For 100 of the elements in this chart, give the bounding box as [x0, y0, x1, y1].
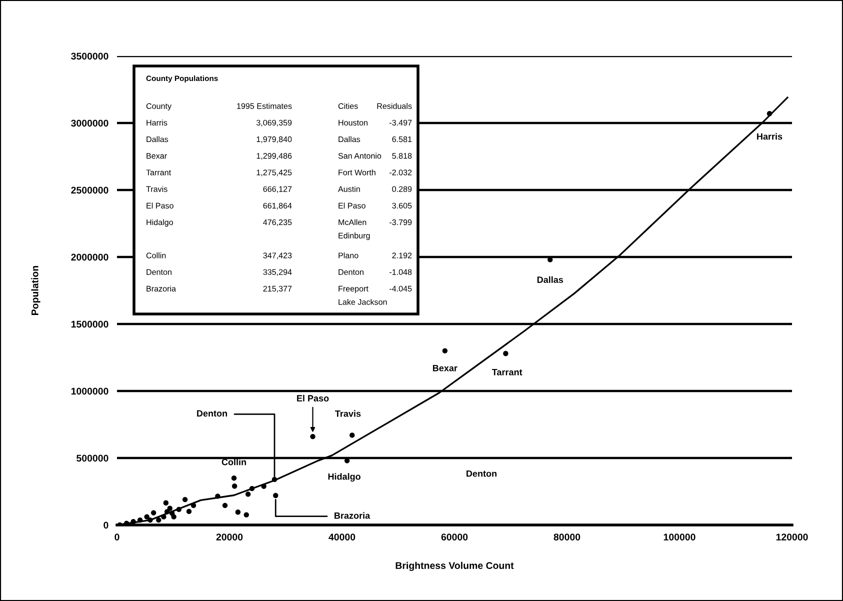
annotation: Hidalgo — [146, 219, 173, 227]
point — [144, 514, 150, 520]
x-axis-title: Brightness Volume Count — [396, 562, 514, 571]
annotation: 1,979,840 — [256, 136, 292, 144]
annotation: El Paso — [297, 394, 329, 402]
annotation: Collin — [146, 252, 166, 258]
annotation: Bexar — [146, 153, 167, 159]
point — [170, 510, 175, 516]
point — [167, 506, 172, 511]
annotation: 1995 Estimates — [237, 103, 292, 109]
annotation: El Paso — [146, 202, 174, 209]
y-tick-label: 2000000 — [71, 254, 108, 261]
x-tick-label: 60000 — [441, 534, 468, 540]
annotation: 666,127 — [263, 186, 292, 193]
annotation: Brazoria — [334, 512, 370, 519]
annotation: Bexar — [432, 364, 458, 372]
annotation: -4.045 — [390, 286, 412, 292]
point — [163, 500, 169, 506]
point — [310, 434, 316, 440]
point — [442, 348, 448, 354]
annotation: San Antonio — [338, 152, 382, 159]
annotation: Tarrant — [492, 369, 522, 376]
annotation: -1.048 — [390, 269, 412, 275]
point — [232, 484, 238, 489]
x-tick-label: 80000 — [554, 534, 580, 540]
y-tick-label: 0 — [104, 522, 108, 529]
point — [137, 517, 143, 523]
point — [272, 476, 278, 482]
y-tick-label: 1000000 — [71, 388, 108, 395]
annotation: 1,299,486 — [256, 153, 292, 160]
annotation: 476,235 — [263, 219, 292, 226]
point — [156, 517, 162, 523]
point — [190, 502, 196, 508]
annotation: Houston — [338, 120, 368, 126]
annotation: Denton — [197, 410, 227, 417]
annotation: Harris — [757, 133, 782, 140]
point — [150, 510, 156, 516]
annotation: 3,069,359 — [256, 120, 292, 126]
point — [766, 111, 772, 116]
annotation: El Paso — [338, 202, 366, 209]
point — [215, 494, 220, 499]
annotation: Residuals — [377, 103, 412, 109]
point — [176, 506, 182, 512]
annotation: 6.581 — [392, 136, 412, 142]
point — [148, 517, 153, 523]
point — [245, 492, 251, 497]
annotation: Harris — [146, 120, 168, 126]
annotation: Collin — [222, 458, 246, 466]
point — [235, 510, 241, 515]
annotation: -3.799 — [390, 219, 412, 226]
annotation: Dallas — [146, 136, 168, 142]
annotation: 347,423 — [263, 252, 292, 260]
annotation: 0.289 — [392, 186, 412, 192]
x-tick-label: 120000 — [776, 534, 808, 540]
annotation: McAllen Edinburg — [338, 219, 370, 240]
annotation: 3.605 — [392, 202, 412, 209]
point — [249, 486, 255, 492]
annotation: -3.497 — [390, 120, 412, 126]
annotation: Denton — [146, 269, 172, 275]
y-tick-label: 2500000 — [71, 186, 108, 194]
annotation: County — [146, 103, 172, 111]
point — [182, 496, 188, 502]
annotation: Hidalgo — [328, 473, 360, 482]
annotation: Denton — [338, 269, 364, 275]
annotation: Plano — [338, 252, 358, 258]
point — [244, 512, 249, 518]
annotation: 661,864 — [263, 202, 292, 210]
point — [186, 508, 192, 514]
annotation: -2.032 — [390, 170, 412, 176]
y-tick-label: 1500000 — [71, 320, 108, 328]
point — [130, 519, 136, 524]
annotation: Tarrant — [146, 170, 172, 176]
annotation: Denton — [466, 470, 496, 477]
annotation: Austin — [338, 186, 360, 192]
x-tick-label: 20000 — [216, 534, 243, 540]
annotation: Dallas — [537, 276, 564, 283]
point — [164, 509, 170, 514]
point — [231, 476, 237, 481]
y-tick-label: 3500000 — [71, 52, 108, 60]
annotation: Brazoria — [146, 286, 176, 292]
annotation: Freeport Lake Jackson — [338, 286, 387, 305]
annotation: Fort Worth — [338, 169, 376, 176]
y-tick-label: 500000 — [76, 454, 108, 462]
y-axis-title: Population — [31, 266, 40, 315]
annotation: Dallas — [338, 136, 360, 142]
point — [273, 492, 278, 498]
annotation: 335,294 — [263, 269, 292, 276]
point — [222, 502, 228, 508]
y-tick-label: 3000000 — [71, 120, 108, 127]
annotation: 5.818 — [392, 153, 412, 159]
point — [350, 432, 355, 438]
annotation: Travis — [146, 186, 168, 192]
annotation: 215,377 — [263, 286, 292, 292]
x-tick-label: 0 — [114, 534, 120, 540]
x-tick-label: 100000 — [664, 534, 696, 540]
annotation: 1,275,425 — [256, 170, 292, 176]
annotation: Travis — [335, 410, 361, 417]
point — [261, 484, 266, 489]
x-tick-label: 40000 — [328, 534, 356, 540]
point — [503, 350, 508, 356]
